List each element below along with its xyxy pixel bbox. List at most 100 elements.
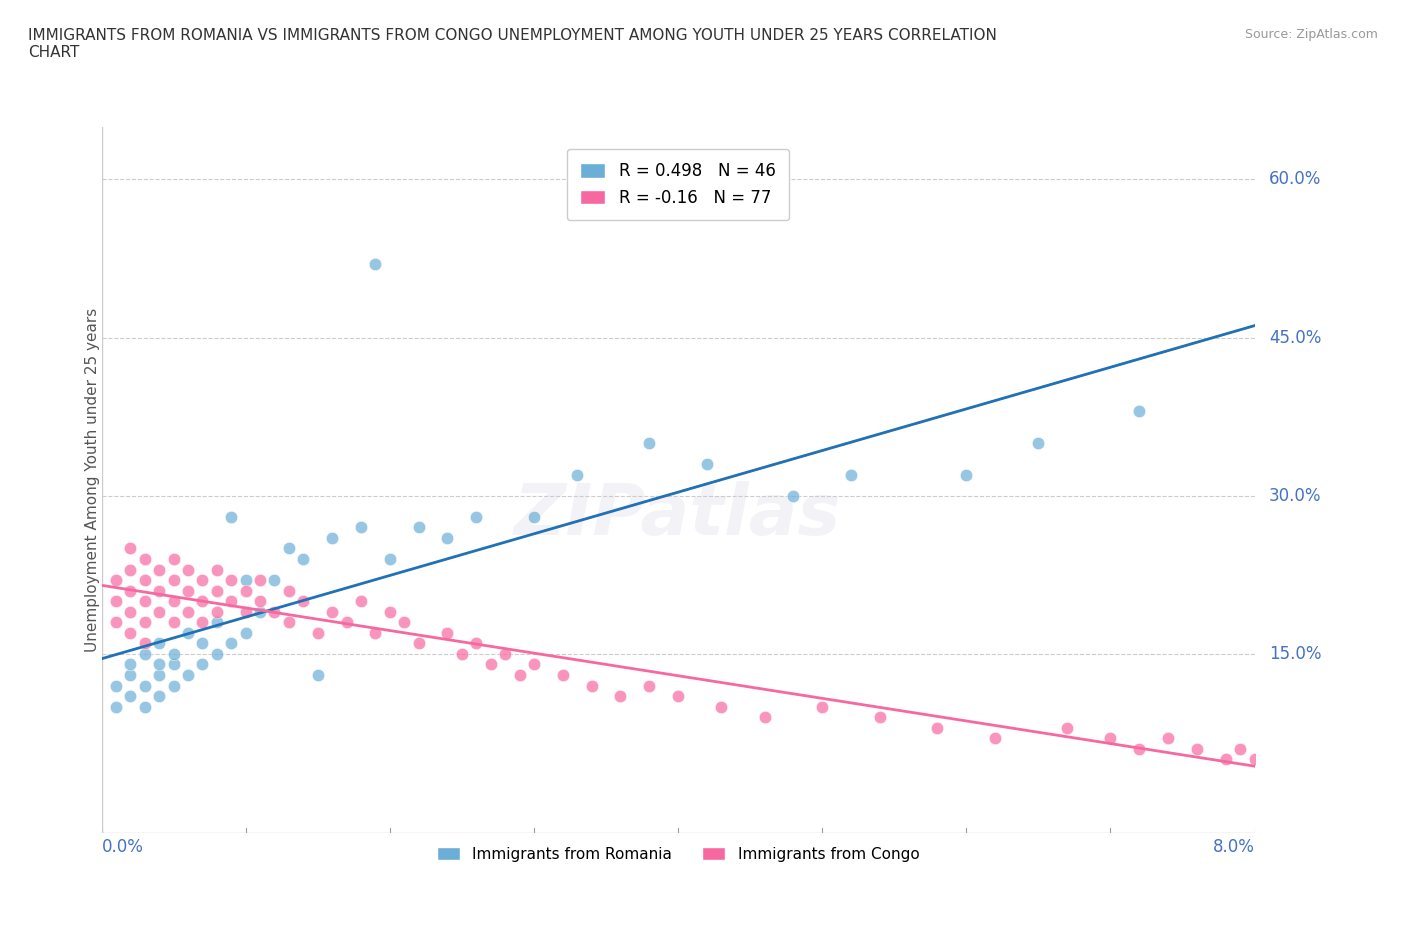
Point <box>754 710 776 724</box>
Point <box>104 593 127 608</box>
Point <box>392 615 415 630</box>
Point <box>1128 741 1150 756</box>
Text: Source: ZipAtlas.com: Source: ZipAtlas.com <box>1244 28 1378 41</box>
Text: 60.0%: 60.0% <box>1270 170 1322 189</box>
Point <box>523 657 546 671</box>
Point <box>436 625 458 640</box>
Point <box>162 678 184 693</box>
Point <box>120 668 142 683</box>
Point <box>1185 741 1208 756</box>
Point <box>292 551 315 566</box>
Point <box>1157 731 1180 746</box>
Point <box>205 604 228 619</box>
Point <box>364 625 387 640</box>
Point <box>120 583 142 598</box>
Point <box>120 541 142 556</box>
Point <box>120 562 142 577</box>
Point <box>335 615 357 630</box>
Point <box>508 668 530 683</box>
Point <box>235 583 257 598</box>
Point <box>839 467 862 482</box>
Point <box>465 510 488 525</box>
Point <box>1258 752 1281 767</box>
Point <box>162 551 184 566</box>
Point <box>134 615 156 630</box>
Point <box>104 699 127 714</box>
Point <box>666 688 689 703</box>
Point <box>984 731 1007 746</box>
Point <box>177 583 200 598</box>
Point <box>378 551 401 566</box>
Point <box>162 657 184 671</box>
Point <box>249 593 271 608</box>
Point <box>811 699 834 714</box>
Point <box>249 604 271 619</box>
Point <box>465 636 488 651</box>
Point <box>235 573 257 588</box>
Point <box>869 710 891 724</box>
Point <box>581 678 603 693</box>
Point <box>191 593 214 608</box>
Point <box>104 615 127 630</box>
Point <box>148 668 170 683</box>
Point <box>191 615 214 630</box>
Point <box>219 510 242 525</box>
Point <box>134 646 156 661</box>
Point <box>120 657 142 671</box>
Point <box>205 646 228 661</box>
Point <box>1243 752 1265 767</box>
Point <box>710 699 733 714</box>
Point <box>927 720 949 735</box>
Text: Unemployment Among Youth under 25 years: Unemployment Among Youth under 25 years <box>84 308 100 652</box>
Point <box>162 646 184 661</box>
Point <box>104 573 127 588</box>
Point <box>955 467 977 482</box>
Point <box>609 688 631 703</box>
Point <box>277 615 299 630</box>
Point <box>148 562 170 577</box>
Point <box>134 593 156 608</box>
Point <box>205 562 228 577</box>
Point <box>162 615 184 630</box>
Point <box>638 435 661 450</box>
Point <box>120 688 142 703</box>
Point <box>148 657 170 671</box>
Point <box>177 668 200 683</box>
Point <box>277 541 299 556</box>
Point <box>120 604 142 619</box>
Point <box>1128 404 1150 418</box>
Point <box>205 615 228 630</box>
Point <box>638 678 661 693</box>
Point <box>350 593 373 608</box>
Point <box>177 604 200 619</box>
Point <box>263 573 285 588</box>
Point <box>134 636 156 651</box>
Text: 30.0%: 30.0% <box>1270 486 1322 505</box>
Point <box>307 625 329 640</box>
Point <box>1056 720 1078 735</box>
Point <box>148 688 170 703</box>
Point <box>1301 752 1323 767</box>
Point <box>177 562 200 577</box>
Legend: Immigrants from Romania, Immigrants from Congo: Immigrants from Romania, Immigrants from… <box>430 841 925 868</box>
Point <box>408 520 430 535</box>
Point <box>523 510 546 525</box>
Point <box>696 457 718 472</box>
Point <box>494 646 516 661</box>
Point <box>408 636 430 651</box>
Point <box>162 573 184 588</box>
Point <box>1286 752 1309 767</box>
Point <box>162 593 184 608</box>
Point <box>219 636 242 651</box>
Point <box>263 604 285 619</box>
Point <box>1028 435 1050 450</box>
Point <box>148 604 170 619</box>
Point <box>148 583 170 598</box>
Point <box>120 625 142 640</box>
Point <box>219 593 242 608</box>
Point <box>249 573 271 588</box>
Point <box>782 488 804 503</box>
Point <box>134 573 156 588</box>
Point <box>436 530 458 545</box>
Text: 45.0%: 45.0% <box>1270 328 1322 347</box>
